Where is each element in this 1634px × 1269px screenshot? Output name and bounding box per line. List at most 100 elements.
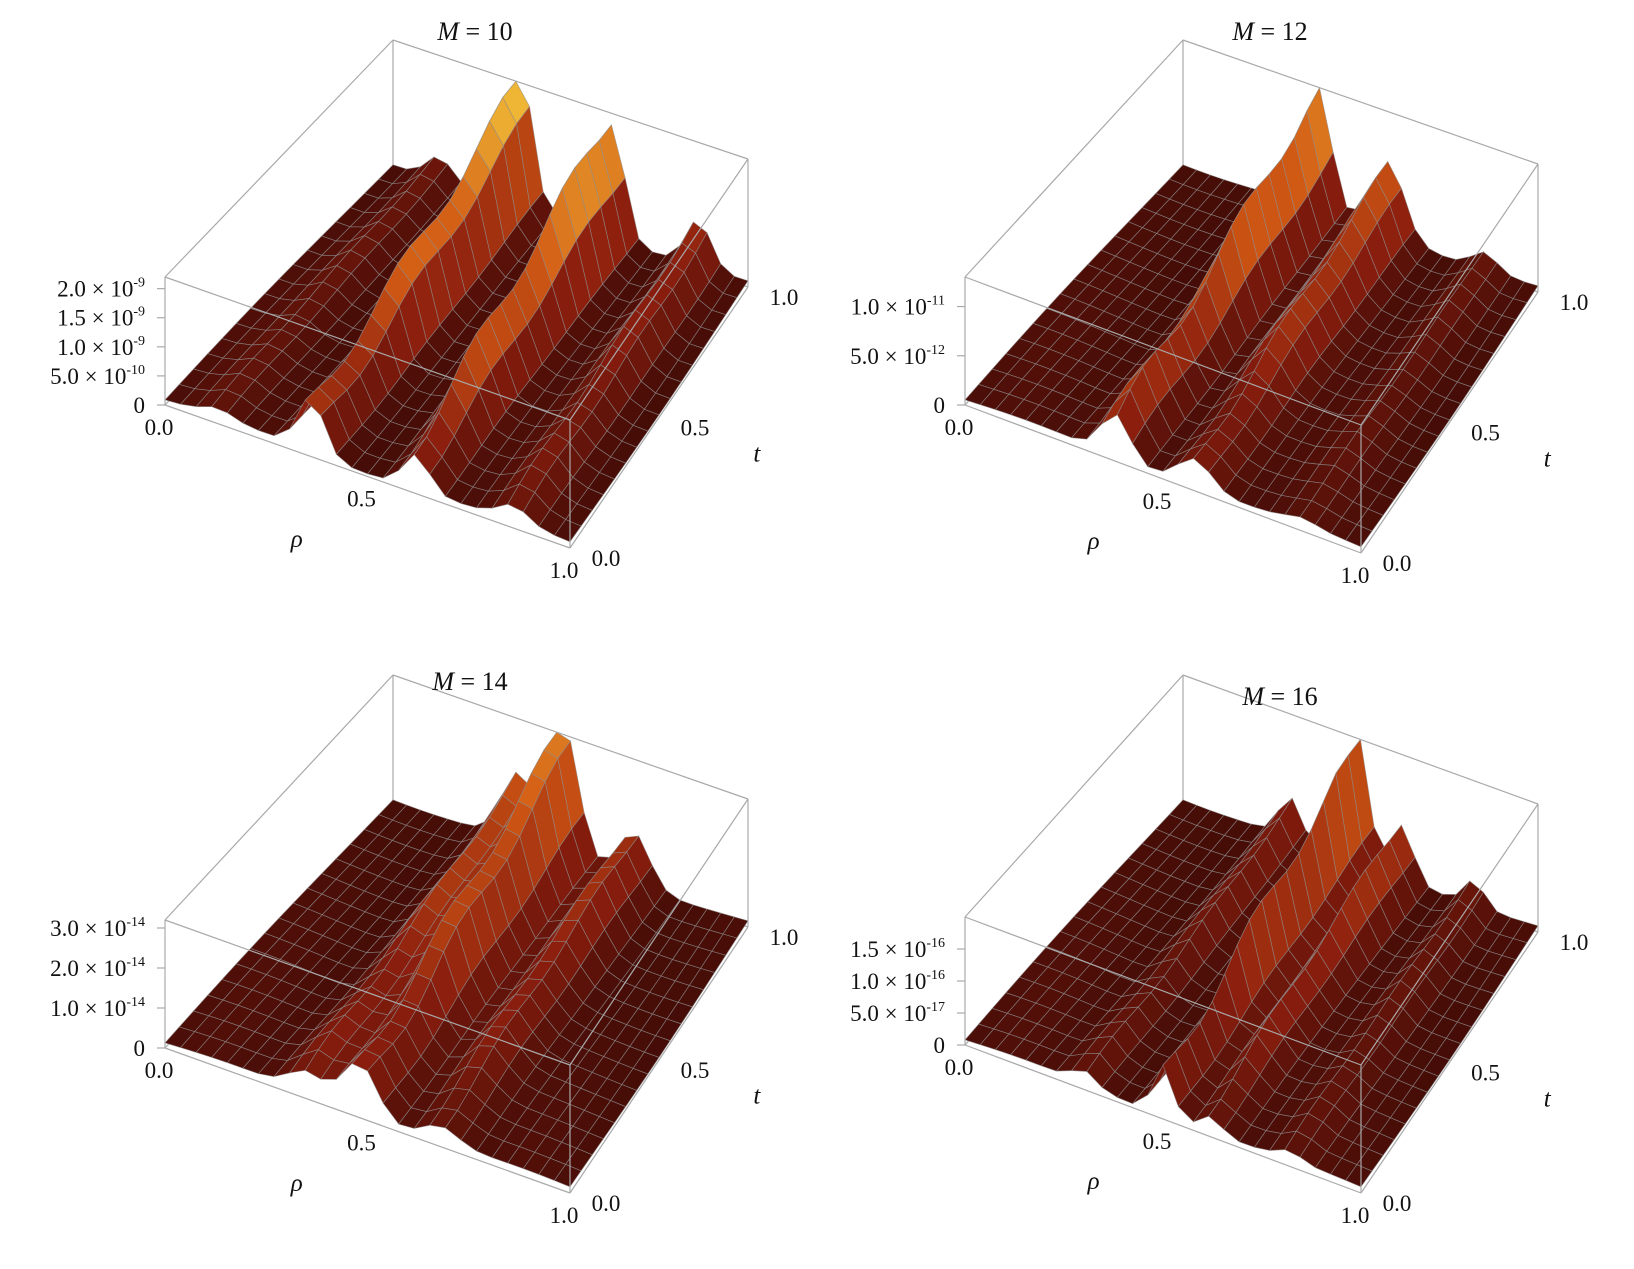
surface-mesh bbox=[164, 731, 749, 1188]
panel-title: M = 12 bbox=[1231, 17, 1307, 46]
z-tick-label: 3.0 × 10-14 bbox=[50, 915, 145, 941]
surface-patch bbox=[1345, 524, 1373, 548]
t-tick-label: 0.0 bbox=[592, 546, 621, 571]
z-tick-zero: 0 bbox=[134, 393, 146, 418]
z-tick-mantissa: 5.0 × 10 bbox=[850, 1001, 926, 1026]
rho-tick-label: 0.5 bbox=[1143, 1129, 1172, 1154]
z-tick-label: 1.5 × 10-16 bbox=[850, 936, 945, 962]
rho-tick-label: 1.0 bbox=[1341, 563, 1370, 588]
z-tick-zero: 0 bbox=[134, 1036, 146, 1061]
z-tick-exponent: -11 bbox=[927, 294, 945, 309]
z-tick-label: 0 bbox=[134, 1036, 146, 1061]
t-tick-label: 0.5 bbox=[681, 1058, 710, 1083]
z-tick-exponent: -9 bbox=[133, 334, 145, 349]
z-tick-label: 1.0 × 10-14 bbox=[50, 995, 145, 1021]
t-tick-label: 0.5 bbox=[681, 416, 710, 441]
rho-tick-label: 1.0 bbox=[550, 1203, 579, 1228]
z-tick-exponent: -16 bbox=[926, 936, 945, 951]
rho-axis-label: ρ bbox=[290, 526, 303, 553]
z-tick-label: 0 bbox=[134, 393, 146, 418]
surface-plot-m12: M = 12 0.0 0.5 1.0 ρ 0.0 0.5 1.0 t 0 5.0 × 10-12 1.… bbox=[850, 17, 1588, 588]
rho-axis-label: ρ bbox=[1087, 1168, 1100, 1195]
z-tick-mantissa: 1.0 × 10 bbox=[851, 295, 927, 320]
t-axis-label: t bbox=[753, 1082, 761, 1109]
z-tick-label: 1.0 × 10-9 bbox=[57, 334, 145, 360]
z-tick-label: 1.0 × 10-16 bbox=[850, 968, 945, 994]
t-tick-label: 1.0 bbox=[770, 925, 799, 950]
t-tick-label: 1.0 bbox=[770, 285, 799, 310]
surface-patch bbox=[553, 1164, 582, 1188]
z-tick-label: 1.5 × 10-9 bbox=[57, 305, 145, 331]
z-tick-label: 0 bbox=[934, 1033, 946, 1058]
panel-title: M = 10 bbox=[436, 17, 512, 46]
rho-tick-label: 0.0 bbox=[945, 1055, 974, 1080]
t-tick-label: 1.0 bbox=[1560, 930, 1589, 955]
t-tick-label: 0.0 bbox=[592, 1191, 621, 1216]
z-tick-exponent: -17 bbox=[926, 1000, 945, 1015]
z-tick-mantissa: 2.0 × 10 bbox=[50, 956, 126, 981]
surface-plot-m10: M = 10 0.0 0.5 1.0 ρ 0.0 0.5 1.0 t 0 5.0 × 10-10 1.… bbox=[50, 17, 798, 583]
t-axis-label: t bbox=[1544, 1085, 1552, 1112]
z-tick-mantissa: 2.0 × 10 bbox=[57, 277, 133, 302]
t-axis-label: t bbox=[1544, 445, 1552, 472]
title-value: = 10 bbox=[459, 17, 513, 46]
title-value: = 14 bbox=[454, 667, 508, 696]
z-tick-mantissa: 1.5 × 10 bbox=[850, 937, 926, 962]
title-value: = 16 bbox=[1264, 682, 1318, 711]
z-tick-label: 0 bbox=[934, 393, 946, 418]
title-variable: M bbox=[431, 667, 455, 696]
z-tick-label: 5.0 × 10-10 bbox=[50, 363, 145, 389]
rho-tick-label: 0.5 bbox=[347, 487, 376, 512]
title-variable: M bbox=[1231, 17, 1255, 46]
rho-tick-label: 1.0 bbox=[550, 558, 579, 583]
z-tick-exponent: -9 bbox=[133, 305, 145, 320]
box-front-edges bbox=[964, 39, 1539, 554]
z-tick-exponent: -16 bbox=[926, 968, 945, 983]
z-tick-label: 2.0 × 10-9 bbox=[57, 276, 145, 302]
z-tick-mantissa: 5.0 × 10 bbox=[50, 364, 126, 389]
z-tick-exponent: -9 bbox=[133, 276, 145, 291]
panel-title: M = 14 bbox=[431, 667, 507, 696]
z-tick-mantissa: 1.0 × 10 bbox=[850, 969, 926, 994]
surface-mesh bbox=[964, 738, 1539, 1188]
t-tick-label: 0.5 bbox=[1471, 1061, 1500, 1086]
surface-mesh bbox=[964, 86, 1539, 548]
t-tick-label: 0.5 bbox=[1471, 421, 1500, 446]
t-tick-label: 1.0 bbox=[1560, 290, 1589, 315]
z-tick-label: 5.0 × 10-12 bbox=[850, 343, 945, 369]
z-tick-exponent: -14 bbox=[126, 995, 145, 1010]
rho-tick-label: 0.0 bbox=[945, 415, 974, 440]
rho-axis-label: ρ bbox=[1087, 528, 1100, 555]
z-tick-mantissa: 5.0 × 10 bbox=[850, 344, 926, 369]
z-tick-label: 5.0 × 10-17 bbox=[850, 1000, 945, 1026]
t-axis-label: t bbox=[753, 440, 761, 467]
z-tick-label: 1.0 × 10-11 bbox=[851, 294, 945, 320]
z-tick-exponent: -14 bbox=[126, 955, 145, 970]
z-tick-exponent: -14 bbox=[126, 915, 145, 930]
box-front-edges bbox=[164, 39, 749, 549]
z-tick-mantissa: 1.5 × 10 bbox=[57, 306, 133, 331]
rho-tick-label: 0.5 bbox=[1143, 489, 1172, 514]
z-tick-exponent: -10 bbox=[126, 363, 145, 378]
title-variable: M bbox=[1241, 682, 1265, 711]
title-variable: M bbox=[436, 17, 460, 46]
box-front-edges bbox=[164, 674, 749, 1194]
title-value: = 12 bbox=[1254, 17, 1308, 46]
surface-mesh bbox=[164, 79, 749, 543]
rho-tick-label: 1.0 bbox=[1341, 1203, 1370, 1228]
z-tick-zero: 0 bbox=[934, 1033, 946, 1058]
rho-tick-label: 0.5 bbox=[347, 1131, 376, 1156]
surface-patch bbox=[1345, 1164, 1373, 1188]
rho-tick-label: 0.0 bbox=[145, 415, 174, 440]
z-tick-label: 2.0 × 10-14 bbox=[50, 955, 145, 981]
t-tick-label: 0.0 bbox=[1383, 1191, 1412, 1216]
z-tick-zero: 0 bbox=[934, 393, 946, 418]
surface-patch bbox=[553, 519, 582, 543]
z-tick-mantissa: 3.0 × 10 bbox=[50, 916, 126, 941]
rho-tick-label: 0.0 bbox=[145, 1058, 174, 1083]
panel-title: M = 16 bbox=[1241, 682, 1317, 711]
z-tick-mantissa: 1.0 × 10 bbox=[50, 996, 126, 1021]
z-tick-mantissa: 1.0 × 10 bbox=[57, 335, 133, 360]
